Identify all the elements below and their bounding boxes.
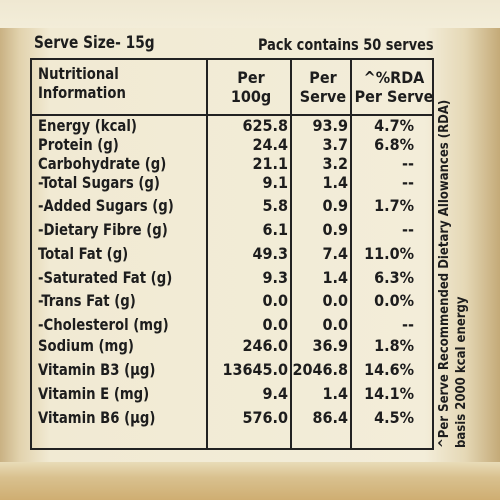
nutrient-name: Carbohydrate (g) — [38, 154, 167, 173]
pack-contains: Pack contains 50 serves — [258, 35, 434, 54]
value-per-serve: 1.4 — [322, 384, 349, 403]
value-rda: 14.1% — [364, 384, 414, 403]
column-divider-2 — [290, 60, 292, 448]
header-per-100g: Per 100g — [208, 68, 294, 106]
label-bottom-edge — [0, 462, 500, 500]
table-row: -Cholesterol (mg) 0.0 0.0 -- — [32, 315, 432, 335]
value-per-100g: 0.0 — [262, 315, 289, 334]
value-per-100g: 6.1 — [262, 220, 289, 239]
table-row: -Added Sugars (g) 5.8 0.9 1.7% — [32, 196, 432, 216]
nutrition-table: Nutritional Information Per 100g Per Ser… — [30, 58, 434, 450]
nutrient-name: Sodium (mg) — [38, 336, 134, 355]
value-per-100g: 21.1 — [252, 154, 288, 173]
rda-footnote: ^Per Serve Recommended Dietary Allowance… — [436, 56, 470, 448]
header-rda-line1: ^%RDA — [363, 68, 425, 87]
value-per-serve: 86.4 — [312, 408, 348, 427]
value-per-serve: 1.4 — [322, 173, 349, 192]
header-per100-line2: 100g — [230, 87, 272, 106]
value-per-100g: 246.0 — [242, 336, 288, 355]
header-info-line1: Nutritional — [38, 64, 119, 83]
table-row: Sodium (mg) 246.0 36.9 1.8% — [32, 336, 432, 356]
value-rda: 14.6% — [364, 360, 414, 379]
nutrient-name: Vitamin E (mg) — [38, 384, 150, 403]
nutrient-name: Energy (kcal) — [38, 116, 137, 135]
nutrient-name: -Added Sugars (g) — [38, 196, 174, 215]
value-per-serve: 0.0 — [322, 291, 349, 310]
value-rda: 4.5% — [374, 408, 414, 427]
header-info-line2: Information — [38, 83, 126, 102]
value-per-100g: 9.4 — [262, 384, 289, 403]
nutrient-name: Total Fat (g) — [38, 244, 129, 263]
value-rda: 11.0% — [364, 244, 414, 263]
value-rda: 4.7% — [374, 116, 414, 135]
table-row: Carbohydrate (g) 21.1 3.2 -- — [32, 154, 432, 174]
serve-size: Serve Size- 15g — [34, 33, 155, 53]
header-perserve-line1: Per — [309, 68, 337, 87]
value-per-serve: 36.9 — [312, 336, 348, 355]
column-divider-1 — [206, 60, 208, 448]
nutrient-name: -Trans Fat (g) — [38, 291, 136, 310]
value-rda: 1.7% — [374, 196, 414, 215]
value-per-100g: 5.8 — [262, 196, 289, 215]
value-per-serve: 0.9 — [322, 220, 349, 239]
table-header: Nutritional Information Per 100g Per Ser… — [32, 60, 433, 116]
value-rda: -- — [402, 315, 414, 334]
table-row: Total Fat (g) 49.3 7.4 11.0% — [32, 244, 432, 264]
value-per-100g: 13645.0 — [222, 360, 288, 379]
column-divider-3 — [350, 60, 352, 448]
header-rda-per-serve: ^%RDA Per Serve — [352, 68, 436, 106]
nutrient-name: Vitamin B6 (µg) — [38, 408, 156, 427]
table-row: -Saturated Fat (g) 9.3 1.4 6.3% — [32, 268, 432, 288]
table-row: -Total Sugars (g) 9.1 1.4 -- — [32, 173, 432, 193]
value-per-100g: 24.4 — [252, 135, 288, 154]
value-rda: 6.8% — [374, 135, 414, 154]
table-row: Vitamin E (mg) 9.4 1.4 14.1% — [32, 384, 432, 404]
table-row: Vitamin B6 (µg) 576.0 86.4 4.5% — [32, 408, 432, 428]
table-row: -Trans Fat (g) 0.0 0.0 0.0% — [32, 291, 432, 311]
value-per-100g: 49.3 — [252, 244, 288, 263]
table-row: Vitamin B3 (µg) 13645.0 2046.8 14.6% — [32, 360, 432, 380]
nutrient-name: Protein (g) — [38, 135, 119, 154]
header-nutritional-information: Nutritional Information — [38, 64, 176, 102]
value-per-100g: 0.0 — [262, 291, 289, 310]
footnote-line1: ^Per Serve Recommended Dietary Allowance… — [437, 99, 452, 448]
value-per-serve: 3.7 — [322, 135, 349, 154]
table-row: Energy (kcal) 625.8 93.9 4.7% — [32, 116, 432, 136]
value-per-serve: 7.4 — [322, 244, 349, 263]
value-per-100g: 9.3 — [262, 268, 289, 287]
value-per-serve: 2046.8 — [292, 360, 348, 379]
header-rda-line2: Per Serve — [354, 87, 434, 106]
nutrient-name: -Dietary Fibre (g) — [38, 220, 168, 239]
value-rda: 6.3% — [374, 268, 414, 287]
table-row: Protein (g) 24.4 3.7 6.8% — [32, 135, 432, 155]
value-rda: -- — [402, 173, 414, 192]
value-per-serve: 1.4 — [322, 268, 349, 287]
value-per-100g: 9.1 — [262, 173, 289, 192]
value-rda: -- — [402, 154, 414, 173]
value-rda: -- — [402, 220, 414, 239]
nutrient-name: -Cholesterol (mg) — [38, 315, 169, 334]
value-per-serve: 0.0 — [322, 315, 349, 334]
header-per-serve: Per Serve — [292, 68, 354, 106]
footnote-line2: basis 2000 kcal energy — [454, 296, 469, 448]
nutrient-name: Vitamin B3 (µg) — [38, 360, 156, 379]
label-top-edge — [0, 0, 500, 28]
value-per-serve: 93.9 — [312, 116, 348, 135]
header-per100-line1: Per — [237, 68, 265, 87]
value-per-serve: 0.9 — [322, 196, 349, 215]
nutrient-name: -Total Sugars (g) — [38, 173, 160, 192]
value-per-100g: 625.8 — [242, 116, 288, 135]
table-row: -Dietary Fibre (g) 6.1 0.9 -- — [32, 220, 432, 240]
value-rda: 1.8% — [374, 336, 414, 355]
value-per-serve: 3.2 — [322, 154, 349, 173]
value-rda: 0.0% — [374, 291, 414, 310]
nutrient-name: -Saturated Fat (g) — [38, 268, 173, 287]
header-perserve-line2: Serve — [299, 87, 347, 106]
value-per-100g: 576.0 — [242, 408, 288, 427]
